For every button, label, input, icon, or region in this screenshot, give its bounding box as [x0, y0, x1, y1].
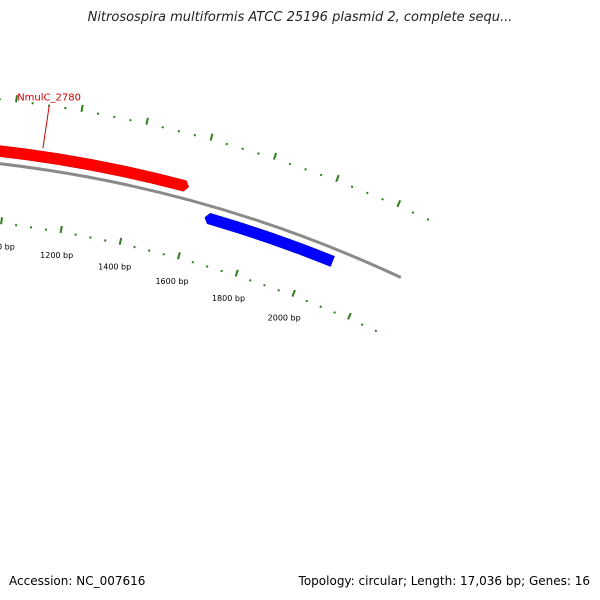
outer-tick: [272, 152, 278, 160]
inner-tick: [162, 253, 165, 256]
gene-label-leader: [42, 106, 50, 149]
ruler-label: 1400 bp: [98, 263, 131, 272]
inner-tick: [263, 283, 266, 287]
outer-tick: [411, 211, 415, 214]
outer-tick: [209, 133, 214, 141]
inner-tick: [220, 269, 223, 273]
outer-tick: [193, 134, 197, 137]
inner-tick: [191, 260, 195, 264]
outer-tick: [129, 118, 132, 122]
inner-tick: [319, 305, 323, 309]
outer-tick: [225, 142, 228, 146]
outer-tick: [288, 162, 292, 166]
inner-tick-ring: [0, 217, 378, 333]
inner-tick: [248, 279, 252, 282]
outer-tick: [396, 199, 402, 208]
accession-text: Accession: NC_007616: [9, 574, 146, 588]
sequence-summary-text: Topology: circular; Length: 17,036 bp; G…: [298, 574, 590, 588]
outer-tick: [177, 130, 181, 133]
ruler-label: 1800 bp: [212, 294, 245, 303]
ruler-label: 1200 bp: [40, 251, 73, 260]
outer-tick: [241, 147, 244, 150]
inner-tick: [347, 312, 352, 320]
inner-tick: [177, 252, 181, 260]
outer-tick: [319, 173, 323, 177]
outer-tick: [257, 152, 260, 155]
inner-tick: [133, 245, 136, 249]
inner-tick: [205, 265, 209, 268]
outer-tick: [161, 126, 164, 129]
inner-tick: [234, 269, 239, 277]
inner-tick: [291, 289, 296, 297]
outer-tick: [381, 197, 384, 201]
reverse-gene-arrow[interactable]: [204, 212, 335, 267]
inner-tick: [305, 299, 309, 303]
inner-tick: [277, 289, 280, 292]
ruler-label: 1600 bp: [155, 277, 188, 286]
outer-tick: [350, 185, 354, 189]
inner-tick: [333, 311, 336, 314]
map-title: Nitrosospira multiformis ATCC 25196 plas…: [87, 10, 513, 25]
inner-tick: [374, 329, 378, 333]
outer-tick-ring: [0, 95, 430, 221]
inner-tick: [147, 249, 151, 252]
outer-tick: [366, 191, 369, 195]
ruler-label: 1000 bp: [0, 243, 15, 252]
outer-tick: [145, 117, 149, 125]
outer-tick: [80, 104, 84, 112]
ruler-label: 2000 bp: [268, 314, 301, 323]
outer-tick: [15, 95, 18, 103]
inner-tick: [360, 323, 364, 326]
inner-tick: [118, 237, 123, 245]
forward-gene-arrow[interactable]: [0, 139, 190, 192]
inner-tick: [59, 225, 63, 234]
outer-tick: [304, 168, 307, 171]
gene-label[interactable]: NmulC_2780: [17, 93, 81, 104]
outer-tick: [335, 174, 340, 183]
backbone-arc: [0, 162, 402, 279]
inner-tick: [0, 217, 3, 225]
outer-tick: [426, 218, 430, 221]
